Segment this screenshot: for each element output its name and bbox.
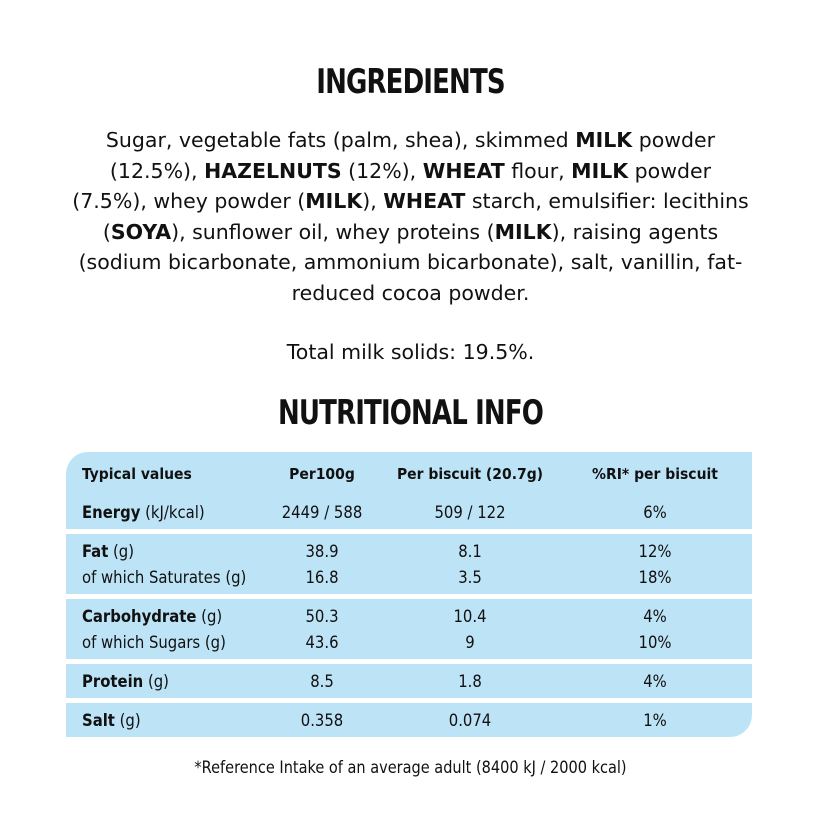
footnote: *Reference Intake of an average adult (8… [194,758,627,777]
nutrient-label: Energy [82,502,141,522]
nutrient-row: Fat (g) 38.9 8.1 12% [66,538,752,564]
ingredients-text: Sugar, vegetable fats (palm, shea), skim… [70,125,751,308]
nutrient-value: 10.4 [453,606,487,626]
nutrient-value: 0.358 [300,710,344,730]
nutrient-unit: (kJ/kcal) [145,502,205,522]
ingredient-text: flour, [504,158,572,183]
nutrient-value: 9 [465,632,475,652]
row-group: Energy (kJ/kcal) 2449 / 588 509 / 122 6% [66,495,752,529]
nutrient-name: of which Sugars (g) [66,633,262,652]
nutrient-value: 509 / 122 [434,502,506,522]
allergen: MILK [575,128,633,152]
nutrient-label: Fat [82,541,109,561]
ingredient-text: starch, emulsifier: lecithins ( [102,189,749,244]
allergen: WHEAT [383,189,466,213]
nutrient-unit: (g) [201,606,223,626]
nutrient-unit: (g) [225,567,247,587]
ingredient-text: ), raising agents (sodium bicarbonate, a… [78,219,743,305]
nutrient-value: 0.074 [448,710,492,730]
nutrient-value: 1% [643,710,667,730]
header-cell: %RI* per biscuit [592,464,718,483]
nutrient-label: of which Sugars [82,632,201,652]
nutrient-row: of which Sugars (g) 43.6 9 10% [66,629,752,655]
row-group: Salt (g) 0.358 0.074 1% [66,703,752,737]
nutrient-value: 10% [638,632,672,652]
nutrient-value: 12% [638,541,672,561]
nutrient-value: 6% [643,502,667,522]
allergen: MILK [305,189,363,213]
allergen: HAZELNUTS [204,158,342,183]
row-group: Fat (g) 38.9 8.1 12% of which Saturates (g) 1… [66,534,752,594]
allergen: SOYA [110,219,172,244]
nutrient-name: Protein (g) [66,672,262,691]
header-cell: Per100g [289,464,355,483]
ingredient-text: (12%), [341,158,423,183]
nutrition-title: NUTRITIONAL INFO [278,393,544,433]
nutrient-value: 8.5 [310,671,334,691]
nutrient-unit: (g) [113,541,135,561]
nutrient-value: 4% [643,671,667,691]
nutrient-unit: (g) [147,671,169,691]
row-group: Carbohydrate (g) 50.3 10.4 4% of which Sugar… [66,599,752,659]
nutrient-unit: (g) [204,632,226,652]
nutrient-value: 50.3 [305,606,339,626]
nutrient-row: of which Saturates (g) 16.8 3.5 18% [66,564,752,590]
nutrient-name: Salt (g) [66,711,262,730]
nutrient-label: Carbohydrate [82,606,197,626]
header-row: Typical values Per100g Per biscuit (20.7g)… [66,452,752,495]
ingredient-text: powder (12.5%), [109,128,716,183]
nutrient-name: Energy (kJ/kcal) [66,503,262,522]
nutrient-value: 16.8 [305,567,339,587]
header-cell: Typical values [82,464,192,483]
ingredient-text: ), sunflower oil, whey proteins ( [171,219,495,244]
nutrient-row: Energy (kJ/kcal) 2449 / 588 509 / 122 6% [66,499,752,525]
nutrient-value: 18% [638,567,672,587]
nutrient-value: 43.6 [305,632,339,652]
nutrient-label: of which Saturates [82,567,221,587]
header-cell: Per biscuit (20.7g) [396,464,544,483]
ingredient-text: Sugar, vegetable fats (palm, shea), skim… [105,128,576,152]
nutrient-value: 8.1 [458,541,482,561]
nutrient-value: 2449 / 588 [281,502,363,522]
milk-solids: Total milk solids: 19.5%. [286,340,535,364]
ingredients-title: INGREDIENTS [316,62,505,102]
nutrient-value: 4% [643,606,667,626]
nutrient-value: 38.9 [305,541,339,561]
nutrient-label: Protein [82,671,144,691]
nutrient-row: Carbohydrate (g) 50.3 10.4 4% [66,603,752,629]
nutrition-table: Typical values Per100g Per biscuit (20.7g)… [66,452,752,737]
allergen: MILK [571,158,629,183]
nutrient-name: Fat (g) [66,542,262,561]
allergen: MILK [494,219,552,244]
nutrient-unit: (g) [119,710,141,730]
ingredient-text: powder (7.5%), whey powder ( [72,158,712,214]
row-group: Protein (g) 8.5 1.8 4% [66,664,752,698]
nutrient-label: Salt [82,710,115,730]
nutrient-value: 1.8 [458,671,482,691]
nutrient-row: Protein (g) 8.5 1.8 4% [66,668,752,694]
nutrient-row: Salt (g) 0.358 0.074 1% [66,707,752,733]
nutrient-name: of which Saturates (g) [66,568,262,587]
allergen: WHEAT [422,158,505,183]
nutrient-name: Carbohydrate (g) [66,607,262,626]
ingredient-text: ), [362,189,384,213]
nutrient-value: 3.5 [458,567,482,587]
